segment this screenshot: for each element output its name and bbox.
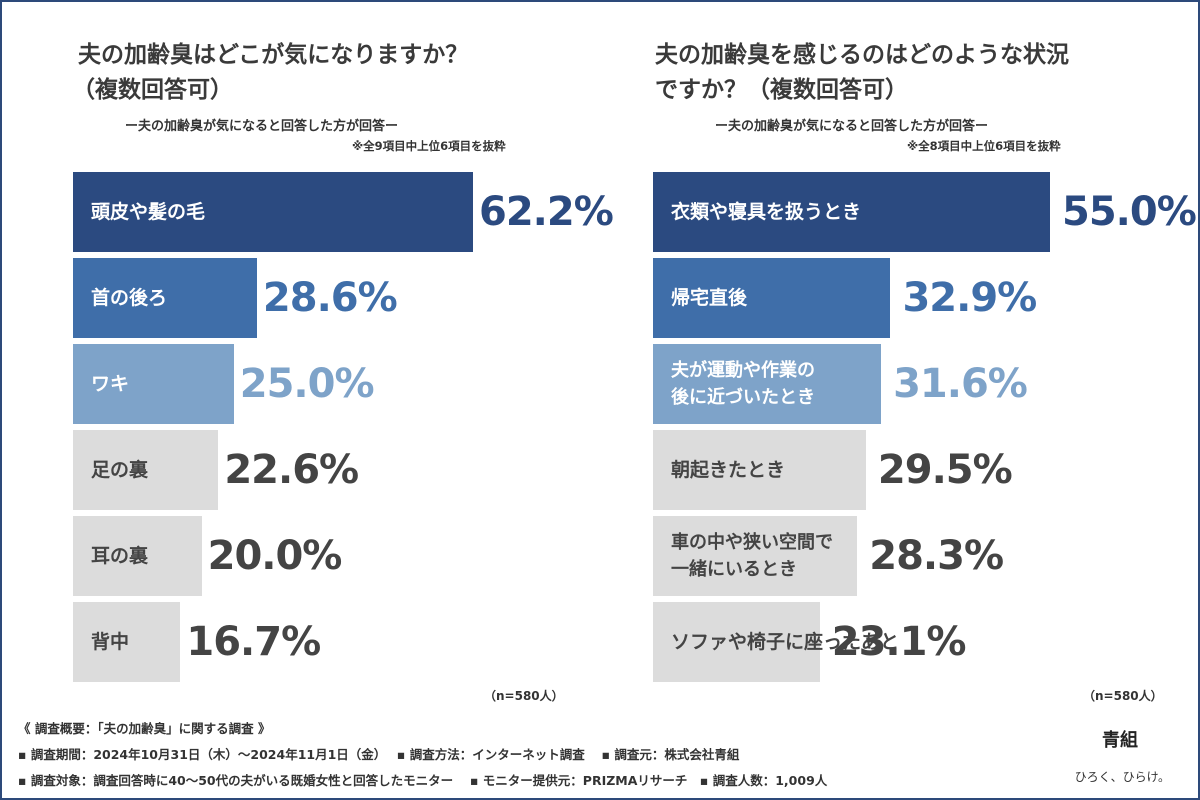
chart-right-n-label: （n=580人） [1083, 689, 1163, 703]
bar: 頭皮や髪の毛 [73, 172, 473, 252]
bar-category-label: 衣類や寝具を扱うとき [671, 201, 862, 223]
bar-category-label: 背中 [91, 631, 130, 653]
chart-left-subtitle: ー夫の加齢臭が気になると回答した方が回答ー [125, 119, 399, 134]
bar-value-label: 62.2% [479, 189, 614, 235]
bar-category-label-line: 一緒にいるとき [671, 559, 797, 580]
bar: 足の裏 [73, 430, 219, 510]
bar-category-label-line: 車の中や狭い空間で [671, 532, 833, 553]
bar: ソファや椅子に座ったあと [653, 602, 899, 682]
chart-left: 夫の加齢臭はどこが気になりますか？ （複数回答可） ー夫の加齢臭が気になると回答… [0, 0, 614, 710]
bar: ワキ [73, 344, 234, 424]
bar-category-label-line: 夫が運動や作業の [671, 360, 815, 381]
bar-category-label: ワキ [91, 373, 130, 395]
brand-tagline: ひろく、ひらけ。 [1074, 770, 1170, 784]
chart-right: 夫の加齢臭を感じるのはどのような状況 ですか？（複数回答可） ー夫の加齢臭が気に… [580, 0, 1197, 710]
bar-value-label: 25.0% [239, 361, 375, 407]
bar: 耳の裏 [73, 516, 202, 596]
bar-category-label: 頭皮や髪の毛 [91, 201, 206, 223]
bar-value-label: 28.6% [262, 275, 398, 321]
bar-category-label: 夫が運動や作業の 後に近づいたとき [671, 357, 815, 411]
bar-category-label-line: 後に近づいたとき [671, 387, 815, 408]
bar-value-label: 32.9% [902, 275, 1037, 321]
bar: 背中 [73, 602, 181, 682]
chart-right-title-line2: ですか？（複数回答可） [655, 77, 908, 103]
bar-value-label: 31.6% [893, 361, 1028, 407]
survey-summary-heading: 《 調査概要：「夫の加齢臭」に関する調査 》 [18, 721, 271, 736]
chart-left-note: ※全9項目中上位6項目を抜粋 [352, 139, 506, 153]
bar-category-label: ソファや椅子に座ったあと [671, 631, 900, 653]
bar-category-label: 耳の裏 [91, 545, 149, 567]
bar-value-label: 28.3% [869, 533, 1004, 579]
bar-value-label: 20.0% [207, 533, 343, 579]
bar: 首の後ろ [73, 258, 257, 338]
bar-category-label: 車の中や狭い空間で 一緒にいるとき [671, 529, 833, 583]
bar-category-label: 帰宅直後 [671, 287, 748, 309]
bar-value-label: 23.1% [831, 619, 967, 665]
bar-value-label: 29.5% [877, 447, 1013, 493]
bar-category-label: 朝起きたとき [671, 459, 786, 481]
bar-value-label: 16.7% [186, 619, 321, 665]
bar: 夫が運動や作業の 後に近づいたとき [653, 344, 882, 424]
survey-summary-line2: ▪ 調査対象：調査回答時に40～50代の夫がいる既婚女性と回答したモニター ▪ … [18, 773, 828, 788]
bar: 車の中や狭い空間で 一緒にいるとき [653, 516, 858, 596]
bar-value-label: 22.6% [224, 447, 359, 493]
chart-right-subtitle: ー夫の加齢臭が気になると回答した方が回答ー [715, 119, 989, 134]
chart-left-title-line2: （複数回答可） [72, 77, 233, 103]
brand-logo: 青組 [1102, 730, 1138, 751]
chart-left-title-line1: 夫の加齢臭はどこが気になりますか？ [78, 42, 469, 68]
bar: 帰宅直後 [653, 258, 891, 338]
bar-category-label: 足の裏 [91, 459, 149, 481]
chart-right-title-line1: 夫の加齢臭を感じるのはどのような状況 [655, 42, 1069, 68]
chart-right-note: ※全8項目中上位6項目を抜粋 [907, 139, 1061, 153]
bar: 衣類や寝具を扱うとき [653, 172, 1050, 252]
bar-value-label: 55.0% [1062, 189, 1197, 235]
bar-category-label: 首の後ろ [91, 287, 168, 309]
survey-summary-line1: ▪ 調査期間：2024年10月31日（木）～2024年11月1日（金） ▪ 調査… [18, 747, 740, 762]
bar: 朝起きたとき [653, 430, 866, 510]
chart-left-n-label: （n=580人） [484, 689, 564, 703]
